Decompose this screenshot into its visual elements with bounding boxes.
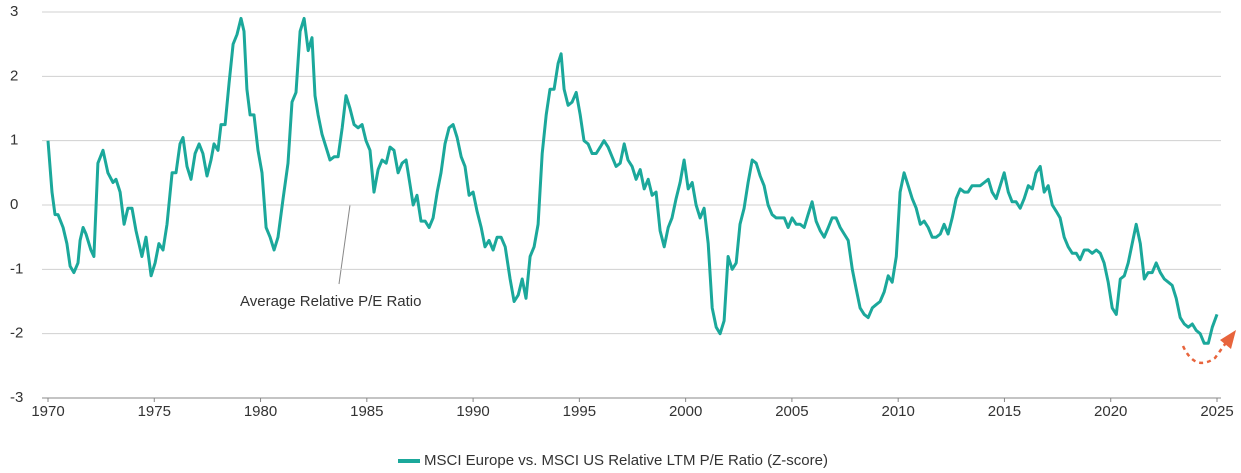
legend-label: MSCI Europe vs. MSCI US Relative LTM P/E… xyxy=(424,452,828,469)
y-tick-label: -3 xyxy=(10,389,23,406)
x-tick-label: 2020 xyxy=(1094,403,1127,420)
x-tick-label: 1980 xyxy=(244,403,277,420)
trend-arrow xyxy=(1181,330,1236,365)
x-tick-label: 2025 xyxy=(1200,403,1233,420)
x-tick-label: 1985 xyxy=(350,403,383,420)
x-tick-label: 2000 xyxy=(669,403,702,420)
y-tick-label: 3 xyxy=(10,3,18,20)
x-tick-label: 2005 xyxy=(775,403,808,420)
y-tick-label: 0 xyxy=(10,196,18,213)
y-tick-label: 2 xyxy=(10,67,18,84)
x-tick-label: 1990 xyxy=(456,403,489,420)
x-tick-label: 2010 xyxy=(881,403,914,420)
y-tick-label: -1 xyxy=(10,260,23,277)
x-tick-label: 1975 xyxy=(138,403,171,420)
annotation: Average Relative P/E Ratio xyxy=(240,293,422,310)
y-tick-label: -2 xyxy=(10,325,23,342)
y-tick-label: 1 xyxy=(10,132,18,149)
x-tick-label: 1970 xyxy=(31,403,64,420)
x-tick-label: 2015 xyxy=(988,403,1021,420)
series-line xyxy=(46,16,1219,345)
annotation-leader xyxy=(338,204,351,285)
x-tick-label: 1995 xyxy=(563,403,596,420)
